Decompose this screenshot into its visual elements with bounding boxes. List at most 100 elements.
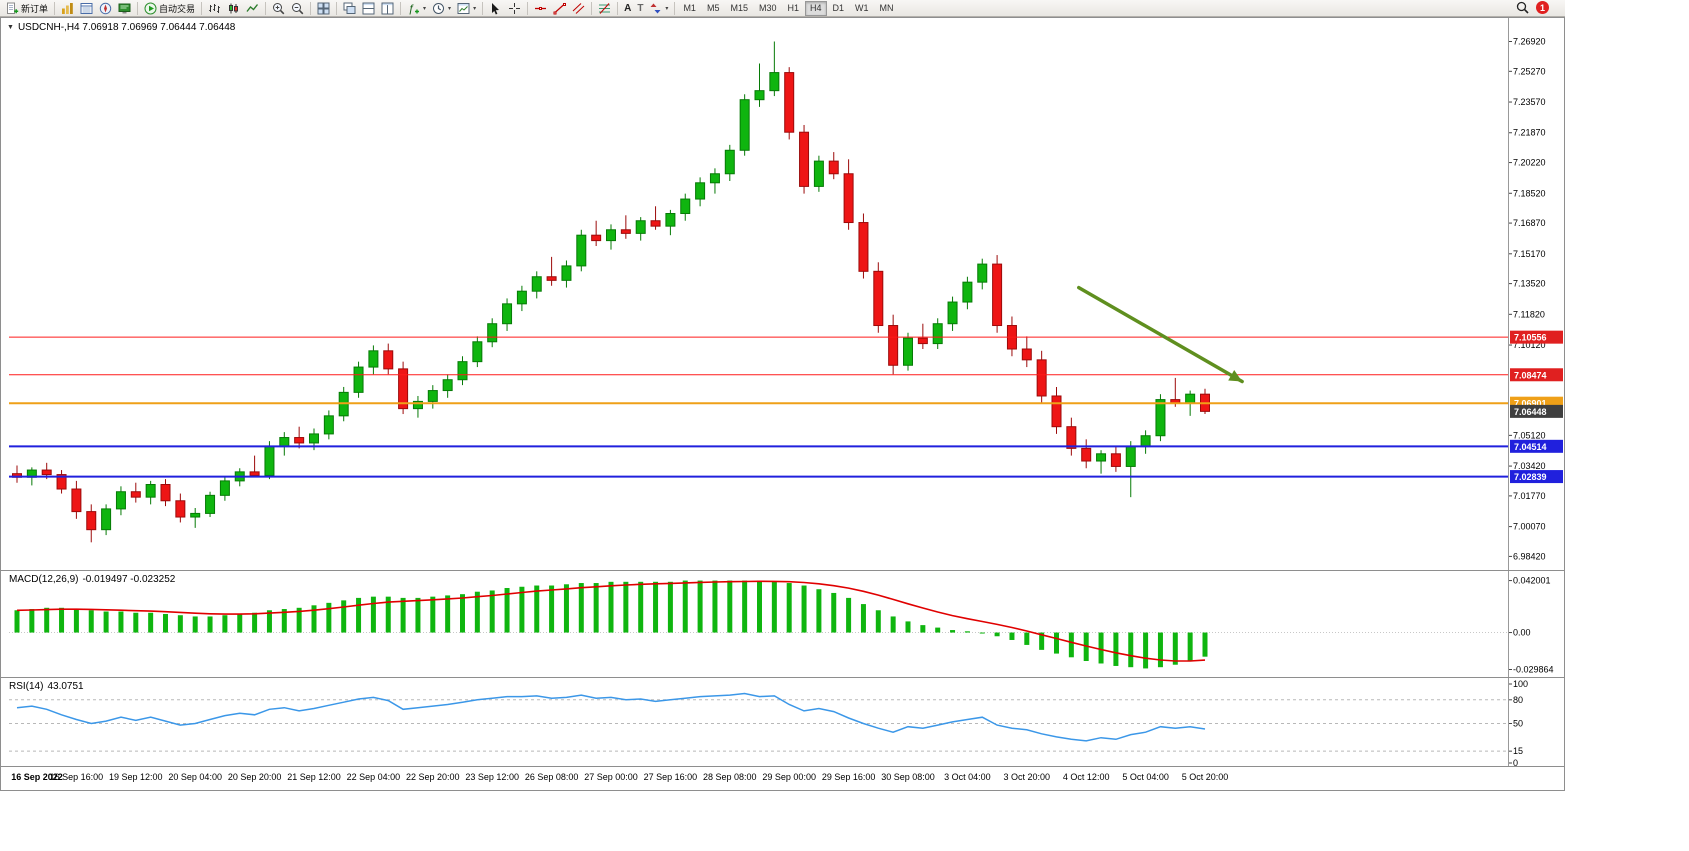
price-pane[interactable]: 7.26920 7.25270 7.23570 7.21870 7.20220 7.185… <box>1 18 1564 570</box>
timeframe-toolbar: M1 M5 M15 M30 H1 H4 D1 W1 MN <box>678 0 899 16</box>
rsi-chart-canvas[interactable]: 100 80 50 15 0 <box>1 678 1564 766</box>
notification-badge[interactable]: 1 <box>1536 1 1549 14</box>
indicators-icon: ƒ <box>408 3 420 15</box>
svg-text:7.20220: 7.20220 <box>1513 158 1546 168</box>
tile-horizontal-button[interactable] <box>359 1 378 16</box>
search-icon[interactable] <box>1516 1 1529 14</box>
crosshair-icon <box>509 2 521 14</box>
market-watch-icon <box>62 2 73 14</box>
chart-title: ▼ USDCNH-,H4 7.06918 7.06969 7.06444 7.0… <box>7 22 235 33</box>
timeframe-m30-button[interactable]: M30 <box>754 1 782 16</box>
navigator-button[interactable] <box>96 1 115 16</box>
chart-candles-button[interactable] <box>224 1 243 16</box>
toolbar-separator <box>336 1 338 15</box>
terminal-button[interactable] <box>115 1 134 16</box>
tile-horizontal-icon <box>362 2 375 14</box>
cascade-windows-button[interactable] <box>340 1 359 16</box>
toolbar-separator <box>310 1 312 15</box>
text-button[interactable]: A <box>621 1 634 16</box>
svg-text:0.042001: 0.042001 <box>1513 576 1551 586</box>
time-axis-label: 27 Sep 16:00 <box>643 772 698 782</box>
timeframe-h1-button[interactable]: H1 <box>783 1 805 16</box>
fibonacci-icon <box>599 2 611 14</box>
crosshair-button[interactable] <box>505 1 524 16</box>
dropdown-caret-icon: ▾ <box>473 5 477 12</box>
toolbar-right-icons: 1 <box>1516 1 1549 14</box>
time-axis[interactable]: 16 Sep 2022 16 Sep 16:00 19 Sep 12:00 20 Se… <box>1 766 1564 790</box>
dropdown-caret-icon: ▾ <box>423 5 427 12</box>
zoom-out-button[interactable] <box>288 1 307 16</box>
svg-text:7.10556: 7.10556 <box>1514 333 1547 343</box>
timeframe-w1-button[interactable]: W1 <box>850 1 874 16</box>
svg-text:50: 50 <box>1513 719 1523 729</box>
equidistant-channel-button[interactable] <box>569 1 588 16</box>
macd-indicator-label: MACD(12,26,9) -0.019497 -0.023252 <box>9 574 179 585</box>
periods-button[interactable]: ▾ <box>429 1 454 16</box>
svg-text:7.00070: 7.00070 <box>1513 522 1546 532</box>
line-chart-icon <box>246 3 259 12</box>
timeframe-mn-button[interactable]: MN <box>875 1 899 16</box>
rsi-pane[interactable]: 100 80 50 15 0 RSI(14) 43.0751 <box>1 677 1564 766</box>
market-watch-button[interactable] <box>58 1 77 16</box>
price-chart-canvas[interactable]: 7.26920 7.25270 7.23570 7.21870 7.20220 7.185… <box>1 18 1564 570</box>
toolbar-separator <box>674 1 676 15</box>
horizontal-line-button[interactable] <box>531 1 550 16</box>
macd-pane[interactable]: 0.042001 0.00 -0.029864 MACD(12,26,9) -0.01… <box>1 570 1564 677</box>
time-axis-label: 4 Oct 12:00 <box>1062 772 1110 782</box>
time-axis-label: 29 Sep 16:00 <box>821 772 876 782</box>
terminal-icon <box>118 3 131 13</box>
time-axis-label: 22 Sep 04:00 <box>346 772 401 782</box>
zoom-in-button[interactable] <box>269 1 288 16</box>
clock-icon <box>433 2 445 14</box>
tile-windows-button[interactable] <box>314 1 333 16</box>
trend-line-icon <box>553 2 567 14</box>
arrows-button[interactable]: ▾ <box>646 1 671 16</box>
indicators-button[interactable]: ƒ ▾ <box>404 1 429 16</box>
navigator-icon <box>99 2 112 14</box>
toolbar-separator <box>482 1 484 15</box>
time-axis-label: 20 Sep 20:00 <box>227 772 282 782</box>
toolbar-separator <box>54 1 56 15</box>
time-axis-label: 27 Sep 00:00 <box>584 772 638 782</box>
timeframe-m5-button[interactable]: M5 <box>702 1 725 16</box>
cursor-button[interactable] <box>486 1 505 16</box>
templates-button[interactable]: ▾ <box>454 1 479 16</box>
toolbar-separator <box>527 1 529 15</box>
chart-line-button[interactable] <box>243 1 262 16</box>
cascade-windows-icon <box>343 2 356 14</box>
svg-text:7.16870: 7.16870 <box>1513 218 1546 228</box>
svg-text:7.21870: 7.21870 <box>1513 128 1546 138</box>
chart-bars-button[interactable] <box>205 1 224 16</box>
new-order-button[interactable]: 新订单 <box>3 1 51 16</box>
timeframe-m15-button[interactable]: M15 <box>725 1 753 16</box>
main-toolbar: 新订单 自动交易 ƒ ▾ ▾ ▾ A T ▾ M1 M5 M15 M30 H1 H4 D1 W1… <box>0 0 1565 17</box>
chart-title-text: USDCNH-,H4 7.06918 7.06969 7.06444 7.064… <box>17 22 236 33</box>
collapse-pane-icon[interactable]: ▼ <box>7 24 14 31</box>
svg-text:15: 15 <box>1513 746 1523 756</box>
svg-text:0: 0 <box>1513 758 1518 766</box>
svg-text:7.06448: 7.06448 <box>1514 407 1547 417</box>
auto-trading-button[interactable]: 自动交易 <box>141 1 198 16</box>
timeframe-d1-button[interactable]: D1 <box>828 1 850 16</box>
svg-text:100: 100 <box>1513 679 1528 689</box>
trend-line-button[interactable] <box>550 1 569 16</box>
tile-vertical-icon <box>381 2 394 14</box>
toolbar-separator <box>617 1 619 15</box>
time-axis-label: 5 Oct 20:00 <box>1181 772 1229 782</box>
macd-chart-canvas[interactable]: 0.042001 0.00 -0.029864 <box>1 571 1564 677</box>
data-window-button[interactable] <box>77 1 96 16</box>
text-label-button[interactable]: T <box>634 1 646 16</box>
svg-text:0.00: 0.00 <box>1513 628 1531 638</box>
svg-text:7.15170: 7.15170 <box>1513 249 1546 259</box>
timeframe-h4-button[interactable]: H4 <box>805 0 827 16</box>
arrows-icon <box>650 3 661 13</box>
tile-vertical-button[interactable] <box>378 1 397 16</box>
fibonacci-button[interactable] <box>595 1 614 16</box>
macd-name: MACD(12,26,9) <box>9 574 79 585</box>
svg-text:7.10120: 7.10120 <box>1513 340 1546 350</box>
timeframe-m1-button[interactable]: M1 <box>678 1 701 16</box>
data-window-icon <box>80 2 93 14</box>
toolbar-separator <box>591 1 593 15</box>
rsi-value: 43.0751 <box>47 681 84 692</box>
time-axis-label: 29 Sep 00:00 <box>762 772 816 782</box>
